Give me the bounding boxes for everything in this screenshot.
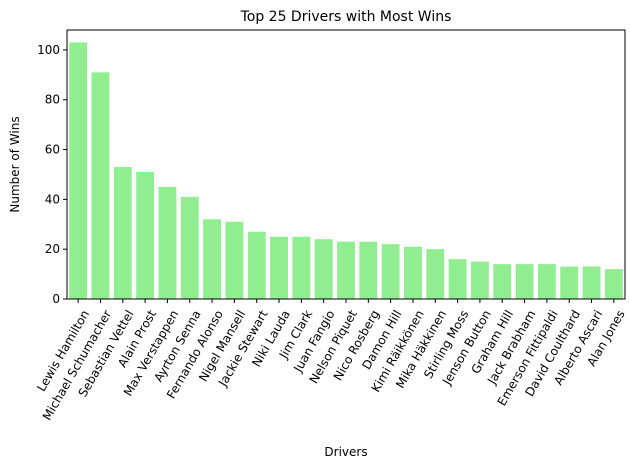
bar	[337, 241, 355, 299]
bar	[359, 241, 378, 299]
bar	[560, 266, 579, 299]
bar	[69, 42, 88, 299]
x-axis-label: Drivers	[324, 445, 367, 459]
bar	[203, 219, 222, 299]
bar	[404, 246, 422, 299]
bar	[270, 236, 288, 299]
y-tick-label: 0	[52, 292, 60, 306]
bar	[537, 264, 556, 299]
bar	[314, 239, 333, 299]
bar	[247, 231, 266, 299]
y-tick-label: 60	[45, 143, 60, 157]
bar	[292, 236, 311, 299]
bar	[136, 171, 155, 299]
bar	[426, 249, 445, 299]
y-tick-label: 100	[37, 43, 60, 57]
bar	[381, 244, 400, 299]
bar	[158, 186, 177, 299]
y-axis-ticks: 0 20 40 60 80 100	[37, 43, 67, 306]
bar	[448, 259, 467, 299]
y-tick-label: 20	[45, 242, 60, 256]
bar	[180, 196, 199, 299]
bar	[225, 221, 244, 299]
bar	[470, 261, 489, 299]
bar	[515, 264, 534, 299]
y-axis-label: Number of Wins	[8, 116, 22, 212]
chart-title: Top 25 Drivers with Most Wins	[240, 9, 452, 25]
bars-group	[69, 42, 623, 299]
y-tick-label: 40	[45, 192, 60, 206]
y-tick-label: 80	[45, 93, 60, 107]
bar	[113, 166, 132, 299]
bar	[604, 269, 623, 299]
bar	[493, 264, 512, 299]
plot-frame	[66, 29, 626, 300]
bar	[582, 266, 601, 299]
bar	[91, 72, 110, 299]
